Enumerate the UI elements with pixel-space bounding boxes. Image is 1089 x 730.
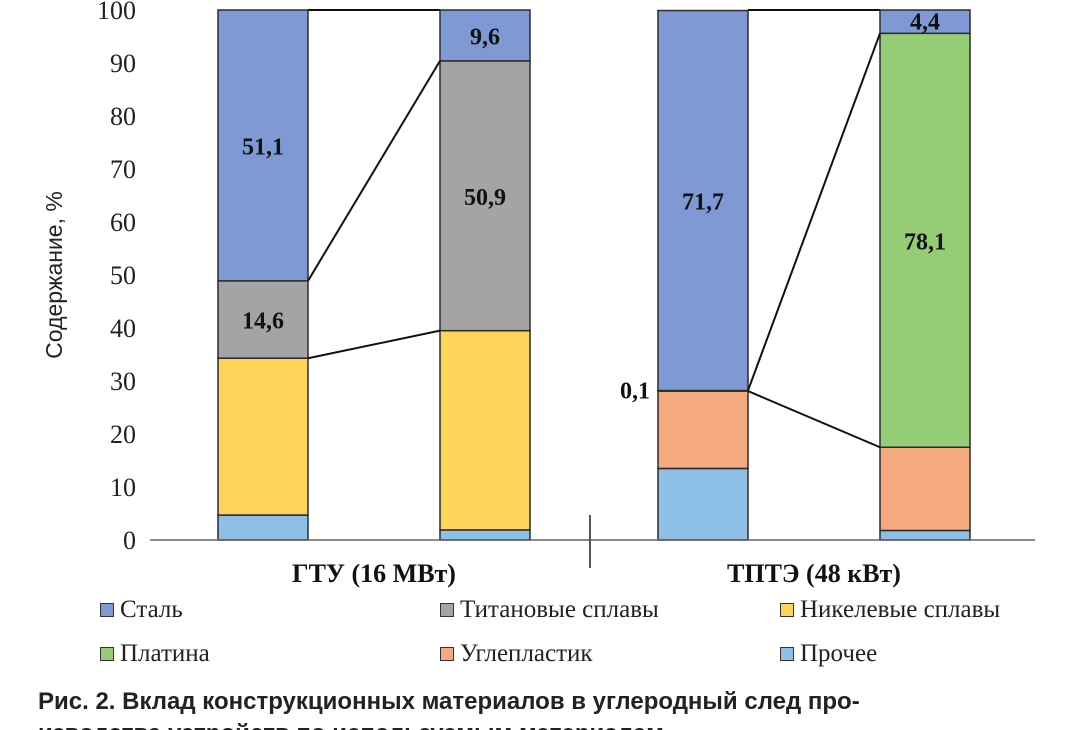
bar-segment — [657, 9, 749, 392]
y-tick-label: 0 — [123, 526, 136, 555]
legend-label: Сталь — [120, 596, 183, 623]
legend-swatch — [440, 603, 454, 617]
bar-segment — [217, 357, 309, 516]
y-tick-label: 30 — [110, 367, 136, 396]
data-label: 0,1 — [620, 379, 650, 405]
figure-caption: Рис. 2. Вклад конструкционных материалов… — [38, 688, 860, 715]
legend-label: Платина — [120, 640, 210, 667]
y-tick-label: 100 — [97, 0, 136, 25]
series-line — [307, 60, 441, 282]
bar-segment — [657, 467, 749, 541]
series-line — [747, 32, 881, 391]
bar-segment — [657, 390, 749, 470]
legend-entry: Сталь — [100, 596, 440, 624]
legend: Сталь Титановые сплавы Никелевые сплавы Пла… — [100, 596, 1060, 668]
bar-segment — [879, 9, 971, 35]
data-label: 71,7 — [682, 190, 724, 216]
y-tick-label: 70 — [110, 155, 136, 184]
bar-segment — [439, 9, 531, 62]
y-tick-label: 60 — [110, 208, 136, 237]
legend-entry: Никелевые сплавы — [780, 596, 1060, 624]
legend-entry: Углепластик — [440, 640, 780, 668]
data-label: 14,6 — [242, 309, 284, 335]
legend-label: Прочее — [800, 640, 878, 667]
x-category-label: ГТУ (16 МВт) — [292, 559, 456, 588]
legend-swatch — [440, 647, 454, 661]
x-category-label: ТПТЭ (48 кВт) — [727, 559, 901, 588]
stacked-bar-chart: 0 10 20 30 40 50 60 70 80 90 100 Содержание, % 51,1 1… — [41, 0, 1035, 588]
y-tick-label: 20 — [110, 420, 136, 449]
legend-swatch — [100, 647, 114, 661]
y-tick-label: 50 — [110, 261, 136, 290]
bar-segment — [879, 529, 971, 541]
data-label: 78,1 — [904, 229, 946, 255]
legend-entry: Прочее — [780, 640, 1060, 668]
legend-swatch — [780, 647, 794, 661]
bar-segment — [217, 514, 309, 541]
bar-segment — [879, 446, 971, 532]
legend-swatch — [780, 603, 794, 617]
legend-swatch — [100, 603, 114, 617]
legend-label: Углепластик — [460, 640, 593, 667]
y-axis-label: Содержание, % — [41, 191, 67, 359]
y-tick-label: 40 — [110, 314, 136, 343]
legend-label: Никелевые сплавы — [800, 596, 1001, 623]
data-label: 4,4 — [910, 10, 940, 36]
figure-caption-continued: изводства устройств по используемым мате… — [38, 720, 1078, 730]
bar-segment — [879, 32, 971, 448]
bar-segment — [217, 280, 309, 359]
series-line — [307, 329, 441, 360]
legend-entry: Платина — [100, 640, 440, 668]
data-label: 51,1 — [242, 134, 284, 160]
bar-segment — [439, 329, 531, 531]
legend-label: Титановые сплавы — [460, 596, 659, 623]
data-label: 50,9 — [464, 185, 506, 211]
legend-entry: Титановые сплавы — [440, 596, 780, 624]
bar-segment — [439, 529, 531, 541]
y-tick-label: 80 — [110, 102, 136, 131]
bar-segment — [217, 9, 309, 282]
y-tick-label: 10 — [110, 473, 136, 502]
series-line — [747, 390, 881, 449]
y-tick-label: 90 — [110, 49, 136, 78]
data-label: 9,6 — [470, 24, 500, 50]
